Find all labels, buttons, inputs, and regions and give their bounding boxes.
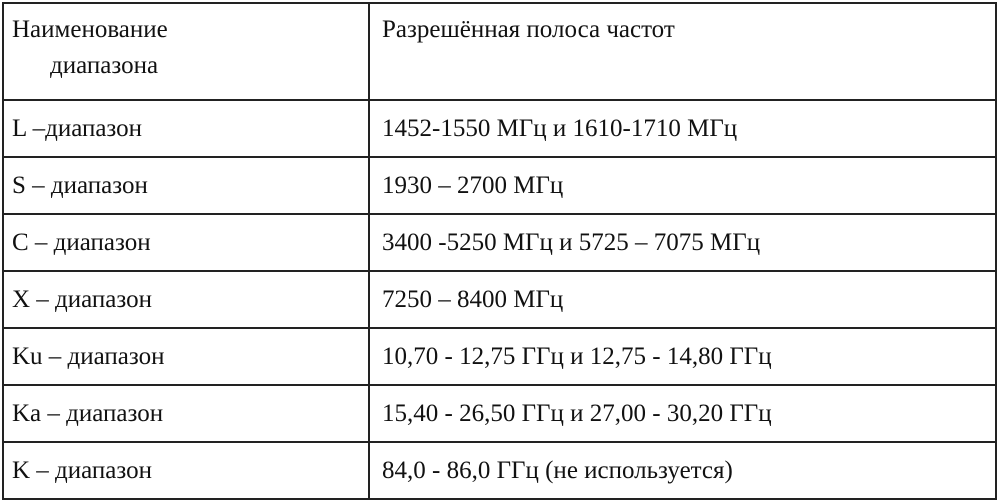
band-cell: L –диапазон (2, 99, 370, 158)
frequency-cell: 3400 -5250 МГц и 5725 – 7075 МГц (368, 213, 997, 272)
table-row: C – диапазон 3400 -5250 МГц и 5725 – 707… (2, 213, 997, 272)
frequency-cell: 84,0 - 86,0 ГГц (не используется) (368, 441, 997, 500)
table-row: K – диапазон 84,0 - 86,0 ГГц (не использ… (2, 441, 997, 500)
band-cell: K – диапазон (2, 441, 370, 500)
table-row: S – диапазон 1930 – 2700 МГц (2, 156, 997, 215)
frequency-cell: 1930 – 2700 МГц (368, 156, 997, 215)
frequency-cell: 7250 – 8400 МГц (368, 270, 997, 329)
band-cell: Ku – диапазон (2, 327, 370, 386)
band-cell: S – диапазон (2, 156, 370, 215)
table-row: L –диапазон 1452-1550 МГц и 1610-1710 МГ… (2, 99, 997, 158)
header-band-name: Наименование диапазона (2, 2, 370, 101)
frequency-cell: 10,70 - 12,75 ГГц и 12,75 - 14,80 ГГц (368, 327, 997, 386)
table-row: Ka – диапазон 15,40 - 26,50 ГГц и 27,00 … (2, 384, 997, 443)
table-row: X – диапазон 7250 – 8400 МГц (2, 270, 997, 329)
header-row: Наименование диапазона Разрешённая полос… (2, 2, 997, 101)
header-band-name-line2: диапазона (50, 52, 159, 79)
header-frequency: Разрешённая полоса частот (368, 2, 997, 101)
band-cell: Ka – диапазон (2, 384, 370, 443)
header-band-name-line1: Наименование (12, 16, 168, 43)
band-cell: X – диапазон (2, 270, 370, 329)
table-row: Ku – диапазон 10,70 - 12,75 ГГц и 12,75 … (2, 327, 997, 386)
frequency-cell: 1452-1550 МГц и 1610-1710 МГц (368, 99, 997, 158)
frequency-cell: 15,40 - 26,50 ГГц и 27,00 - 30,20 ГГц (368, 384, 997, 443)
band-cell: C – диапазон (2, 213, 370, 272)
